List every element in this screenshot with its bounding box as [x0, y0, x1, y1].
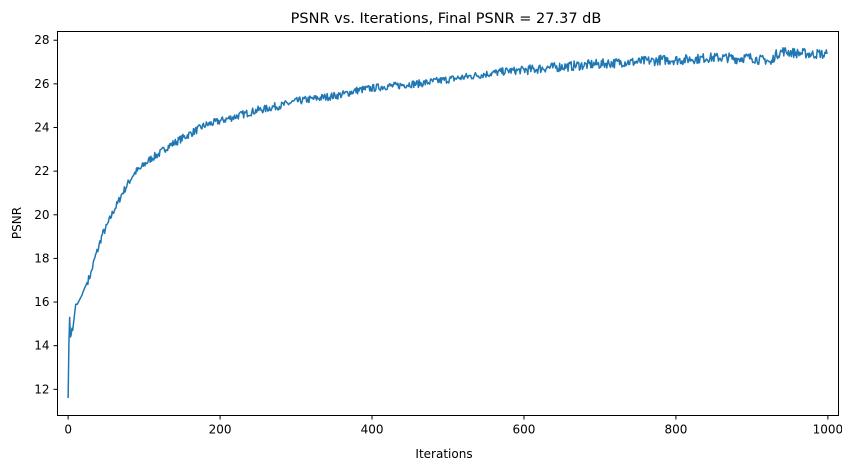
- y-tick-label: 22: [34, 164, 49, 178]
- y-tick-label: 28: [34, 33, 49, 47]
- x-tick-label: 200: [209, 423, 232, 437]
- x-tick-label: 0: [64, 423, 72, 437]
- x-tick-label: 800: [664, 423, 687, 437]
- y-tick-label: 24: [34, 121, 49, 135]
- chart-title: PSNR vs. Iterations, Final PSNR = 27.37 …: [291, 11, 602, 27]
- y-tick-label: 20: [34, 208, 49, 222]
- y-tick-label: 26: [34, 77, 49, 91]
- plot-frame: [57, 31, 839, 416]
- x-tick-label: 400: [361, 423, 384, 437]
- y-tick-label: 12: [34, 382, 49, 396]
- x-axis-title: Iterations: [415, 447, 472, 461]
- y-tick-label: 14: [34, 339, 49, 353]
- y-axis: 12 14 16 18 20 22 24 26 28: [34, 33, 58, 396]
- series-line-0: [67, 47, 828, 399]
- x-axis: 0 200 400 600 800 1000: [64, 415, 842, 437]
- plot-area: [67, 47, 828, 399]
- y-axis-title: PSNR: [10, 207, 24, 239]
- x-tick-label: 600: [513, 423, 536, 437]
- y-tick-label: 16: [34, 295, 49, 309]
- y-tick-label: 18: [34, 251, 49, 265]
- x-tick-label: 1000: [813, 423, 842, 437]
